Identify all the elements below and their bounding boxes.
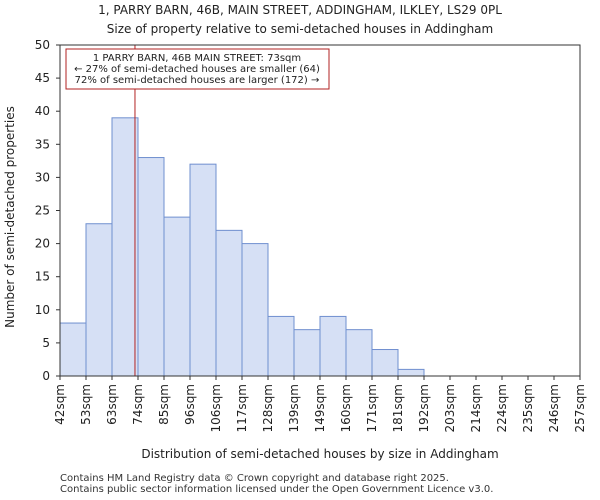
x-tick-label: 74sqm [131, 384, 145, 425]
bar-117sqm [241, 243, 269, 377]
bar-160sqm [345, 329, 373, 377]
x-tick-label: 160sqm [339, 384, 353, 432]
bar-106sqm [215, 229, 243, 377]
y-tick-label: 25 [35, 204, 50, 218]
bar-128sqm [267, 315, 295, 377]
x-tick-label: 214sqm [469, 384, 483, 432]
x-axis-label: Distribution of semi-detached houses by … [141, 447, 498, 461]
bar-139sqm [293, 329, 321, 377]
y-tick-label: 0 [42, 369, 50, 383]
x-tick-label: 96sqm [183, 384, 197, 425]
x-tick-label: 149sqm [313, 384, 327, 432]
annotation-line-3: 72% of semi-detached houses are larger (… [75, 75, 320, 86]
plot-frame [59, 44, 581, 377]
x-tick-label: 181sqm [391, 384, 405, 432]
y-tick-label: 40 [35, 104, 50, 118]
y-tick-label: 35 [35, 137, 50, 151]
y-tick-label: 15 [35, 270, 50, 284]
x-tick-label: 246sqm [547, 384, 561, 432]
x-tick-label: 85sqm [157, 384, 171, 425]
x-tick-label: 117sqm [235, 384, 249, 432]
bars-group [59, 117, 425, 377]
y-tick-label: 5 [42, 336, 50, 350]
ticks-group: 0 5 10 15 20 25 30 35 40 45 50 42sqm 53sqm 63sqm 74sqm… [35, 38, 587, 432]
y-tick-label: 10 [35, 303, 50, 317]
y-axis-label: Number of semi-detached properties [3, 106, 17, 328]
footer-line-2: Contains public sector information licen… [60, 484, 494, 495]
x-tick-label: 192sqm [417, 384, 431, 432]
bar-53sqm [85, 223, 113, 377]
x-tick-label: 139sqm [287, 384, 301, 432]
bar-96sqm [189, 163, 217, 377]
annotation-line-2: ← 27% of semi-detached houses are smalle… [74, 64, 320, 75]
annotation-border [65, 48, 330, 90]
x-tick-label: 171sqm [365, 384, 379, 432]
footer-line-1: Contains HM Land Registry data © Crown c… [60, 473, 449, 484]
chart-title: 1, PARRY BARN, 46B, MAIN STREET, ADDINGH… [98, 3, 502, 17]
x-tick-label: 106sqm [209, 384, 223, 432]
y-tick-label: 45 [35, 71, 50, 85]
x-tick-label: 224sqm [495, 384, 509, 432]
x-tick-label: 63sqm [105, 384, 119, 425]
chart-subtitle: Size of property relative to semi-detach… [107, 22, 493, 36]
annotation-line-1: 1 PARRY BARN, 46B MAIN STREET: 73sqm [93, 53, 301, 64]
x-tick-label: 235sqm [521, 384, 535, 432]
x-tick-label: 257sqm [573, 384, 587, 432]
bar-171sqm [371, 349, 399, 377]
bar-42sqm [59, 322, 87, 377]
annotation-box: 1 PARRY BARN, 46B MAIN STREET: 73sqm ← 2… [65, 48, 330, 90]
y-tick-label: 20 [35, 237, 50, 251]
bar-63sqm [111, 117, 139, 377]
x-tick-label: 128sqm [261, 384, 275, 432]
bar-85sqm [163, 216, 191, 377]
y-tick-label: 50 [35, 38, 50, 52]
y-tick-label: 30 [35, 170, 50, 184]
x-tick-label: 203sqm [443, 384, 457, 432]
bar-149sqm [319, 315, 347, 377]
x-tick-label: 53sqm [79, 384, 93, 425]
x-tick-label: 42sqm [53, 384, 67, 425]
bar-74sqm [137, 157, 165, 377]
bar-181sqm [397, 368, 425, 377]
